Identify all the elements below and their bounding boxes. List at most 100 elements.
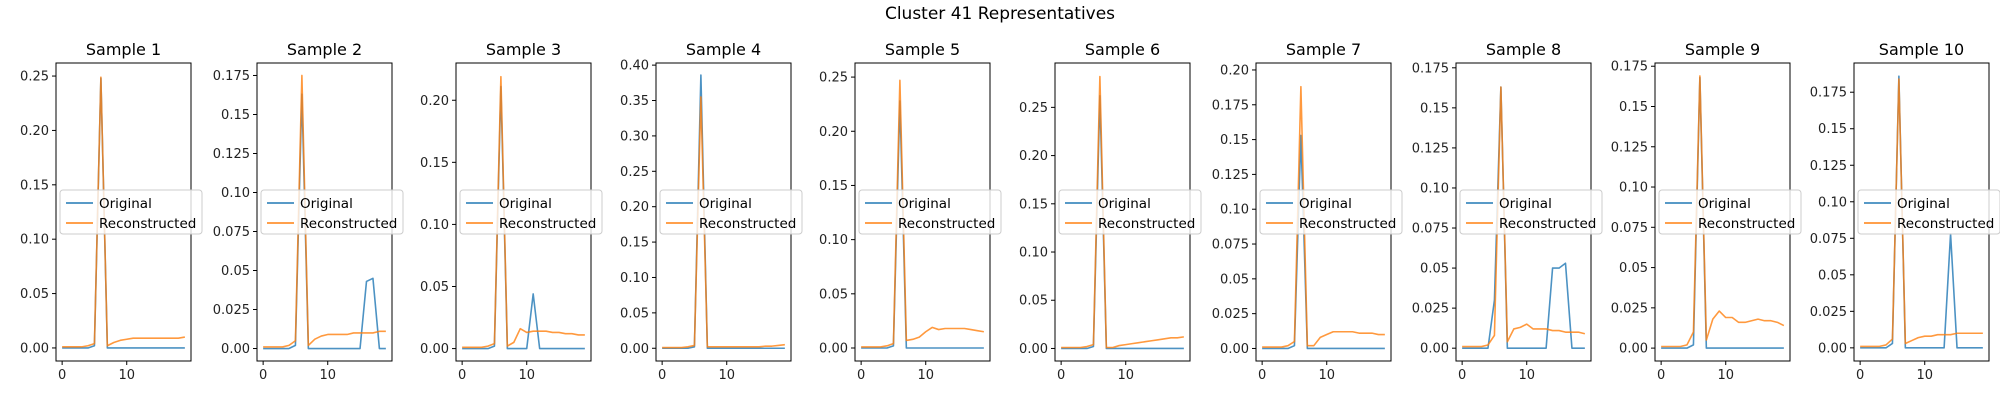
y-tick-label: 0.15 — [20, 178, 49, 193]
subplot-title: Sample 4 — [686, 40, 761, 59]
y-tick-label: 0.10 — [221, 186, 250, 201]
y-tick-label: 0.35 — [620, 94, 649, 109]
x-tick-label: 10 — [718, 368, 735, 383]
y-tick-label: 0.175 — [213, 69, 250, 84]
subplot-title: Sample 3 — [486, 40, 561, 59]
y-tick-label: 0.15 — [1420, 101, 1449, 116]
y-tick-label: 0.10 — [1619, 181, 1648, 196]
y-tick-label: 0.10 — [420, 218, 449, 233]
series-line-reconstructed — [1262, 85, 1385, 348]
legend-label: Reconstructed — [1499, 216, 1596, 232]
legend-label: Reconstructed — [300, 216, 397, 232]
x-tick-label: 10 — [1117, 368, 1134, 383]
legend-box — [1058, 189, 1202, 235]
y-tick-label: 0.075 — [1412, 222, 1449, 237]
subplot-4: Sample 4 0.00 0.05 0.10 0.15 0.20 0.25 0.30 0.35… — [620, 40, 803, 383]
subplot-title: Sample 9 — [1685, 40, 1760, 59]
y-tick-label: 0.075 — [213, 225, 250, 240]
legend-box — [59, 189, 203, 235]
subplot-title: Sample 10 — [1879, 40, 1964, 59]
y-tick-label: 0.20 — [819, 125, 848, 140]
y-tick-label: 0.025 — [213, 303, 250, 318]
y-tick-label: 0.075 — [1810, 232, 1847, 247]
series-line-reconstructed — [1661, 75, 1785, 348]
y-tick-label: 0.15 — [221, 108, 250, 123]
legend-box — [1857, 189, 2000, 235]
y-tick-label: 0.15 — [1019, 197, 1048, 212]
y-tick-label: 0.125 — [213, 147, 250, 162]
legend-label: Reconstructed — [99, 216, 196, 232]
y-tick-label: 0.10 — [1220, 203, 1249, 218]
y-tick-label: 0.15 — [819, 179, 848, 194]
y-tick-label: 0.10 — [1420, 181, 1449, 196]
y-tick-label: 0.075 — [1611, 221, 1648, 236]
subplot-2: Sample 2 0.00 0.025 0.05 0.075 0.10 0.125 0.15 0… — [213, 40, 404, 383]
series-line-original — [1860, 75, 1983, 349]
subplot-title: Sample 8 — [1486, 40, 1561, 59]
y-tick-label: 0.00 — [221, 342, 250, 357]
y-tick-label: 0.20 — [20, 124, 49, 139]
series-line-original — [263, 93, 386, 350]
y-tick-label: 0.05 — [620, 306, 649, 321]
series-line-reconstructed — [1462, 86, 1586, 348]
y-tick-label: 0.025 — [1212, 307, 1249, 322]
x-tick-label: 10 — [1518, 368, 1535, 383]
legend-label: Original — [1299, 196, 1352, 212]
x-tick-label: 0 — [857, 368, 865, 383]
x-tick-label: 0 — [458, 368, 466, 383]
y-tick-label: 0.00 — [1619, 342, 1648, 357]
y-tick-label: 0.05 — [1019, 294, 1048, 309]
y-tick-label: 0.05 — [221, 264, 250, 279]
legend-label: Original — [499, 196, 552, 212]
x-tick-label: 10 — [118, 368, 135, 383]
series-line-original — [1262, 134, 1385, 350]
y-tick-label: 0.10 — [1019, 246, 1048, 261]
legend-box — [858, 189, 1002, 235]
y-tick-label: 0.20 — [620, 200, 649, 215]
legend-box — [1658, 189, 1802, 235]
y-tick-label: 0.05 — [20, 287, 49, 302]
y-tick-label: 0.15 — [1220, 133, 1249, 148]
series-line-original — [1661, 76, 1784, 349]
y-tick-label: 0.175 — [1810, 86, 1847, 101]
legend-label: Reconstructed — [898, 216, 995, 232]
legend-label: Reconstructed — [1098, 216, 1195, 232]
legend: Original Reconstructed — [1459, 189, 1603, 235]
y-tick-label: 0.175 — [1412, 61, 1449, 76]
series-line-reconstructed — [462, 75, 585, 349]
legend-label: Original — [1499, 196, 1552, 212]
legend: Original Reconstructed — [59, 189, 203, 235]
x-tick-label: 0 — [658, 368, 666, 383]
series-line-reconstructed — [861, 79, 984, 348]
series-line-original — [62, 77, 185, 349]
subplot-3: Sample 3 0.00 0.05 0.10 0.15 0.20 0 10 Original R… — [420, 40, 603, 383]
x-tick-label: 10 — [1717, 368, 1734, 383]
y-tick-label: 0.25 — [1019, 101, 1048, 116]
x-tick-label: 10 — [518, 368, 535, 383]
series-line-original — [662, 74, 785, 350]
y-tick-label: 0.15 — [620, 236, 649, 251]
y-tick-label: 0.175 — [1212, 98, 1249, 113]
legend-label: Original — [898, 196, 951, 212]
legend-label: Reconstructed — [499, 216, 596, 232]
y-tick-label: 0.025 — [1810, 305, 1847, 320]
y-tick-label: 0.20 — [1220, 63, 1249, 78]
x-tick-label: 10 — [1916, 368, 1933, 383]
legend-label: Original — [1098, 196, 1151, 212]
y-tick-label: 0.10 — [20, 233, 49, 248]
x-tick-label: 0 — [259, 368, 267, 383]
y-tick-label: 0.05 — [819, 287, 848, 302]
series-line-original — [1061, 94, 1184, 350]
subplot-9: Sample 9 0.00 0.025 0.05 0.075 0.10 0.125 0.15 0… — [1611, 40, 1802, 383]
figure-title: Cluster 41 Representatives — [884, 4, 1116, 24]
y-tick-label: 0.00 — [620, 342, 649, 357]
y-tick-label: 0.025 — [1611, 301, 1648, 316]
y-tick-label: 0.00 — [1019, 342, 1048, 357]
legend-label: Original — [1897, 196, 1950, 212]
y-tick-label: 0.40 — [620, 59, 649, 74]
legend-label: Reconstructed — [699, 216, 796, 232]
series-line-reconstructed — [1860, 78, 1983, 348]
y-tick-label: 0.125 — [1611, 140, 1648, 155]
y-tick-label: 0.025 — [1412, 302, 1449, 317]
legend-label: Reconstructed — [1299, 216, 1396, 232]
